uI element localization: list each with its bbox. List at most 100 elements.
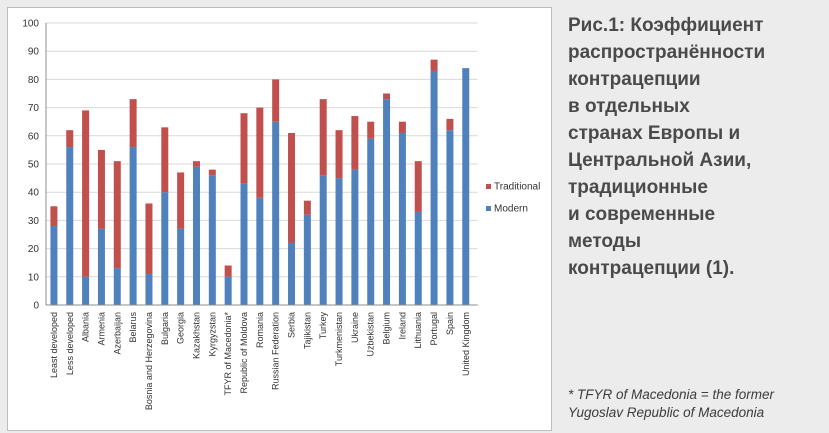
x-tick-label: Republic of Moldova <box>239 312 249 394</box>
bar-traditional <box>192 161 200 167</box>
x-tick-label: Less developed <box>65 312 75 375</box>
footnote-line: Yugoslav Republic of Macedonia <box>568 405 765 420</box>
x-tick-label: Ukraine <box>350 312 360 343</box>
bar-modern <box>50 226 58 305</box>
x-tick-label: Serbia <box>287 312 297 338</box>
bar-traditional <box>161 127 169 193</box>
bar-traditional <box>303 200 311 215</box>
x-tick-label: Lithuania <box>413 312 423 349</box>
bar-modern <box>82 276 90 305</box>
x-tick-label: Kazakhstan <box>191 312 201 359</box>
caption-line: контрацепции <box>568 69 701 90</box>
bar-traditional <box>224 265 232 277</box>
bar-traditional <box>367 121 375 139</box>
bar-traditional <box>256 107 264 198</box>
bar-traditional <box>97 149 105 229</box>
y-tick-label: 80 <box>28 75 40 86</box>
caption-line: контрацепции (1). <box>568 258 735 279</box>
bar-modern <box>367 138 375 305</box>
bar-modern <box>383 99 391 305</box>
bar-traditional <box>66 130 74 148</box>
x-tick-label: Portugal <box>429 312 439 346</box>
caption-line: традиционные <box>568 177 708 198</box>
y-tick-label: 100 <box>22 19 39 30</box>
x-tick-label: Kyrgyzstan <box>207 312 217 357</box>
bar-modern <box>272 121 280 305</box>
chart-axes <box>45 23 478 306</box>
x-tick-label: United Kingdom <box>461 312 471 376</box>
x-tick-label: Least developed <box>49 312 59 378</box>
x-axis-tick-labels: Least developed Less developed Albania Arme… <box>49 312 471 411</box>
x-tick-label: Russian Federation <box>271 312 281 390</box>
bar-modern <box>129 147 137 305</box>
bar-modern <box>177 228 185 305</box>
bar-traditional <box>177 172 185 229</box>
bar-traditional <box>383 93 391 100</box>
bar-traditional <box>129 99 137 148</box>
bar-traditional <box>82 110 90 277</box>
bar-modern <box>335 178 343 305</box>
figure-caption: Рис.1: Коэффициент распространённости конт… <box>568 12 826 282</box>
bar-traditional <box>319 99 327 176</box>
x-tick-label: Belarus <box>128 312 138 343</box>
bar-traditional <box>351 116 359 170</box>
bar-traditional <box>50 206 58 227</box>
x-tick-label: Romania <box>255 312 265 348</box>
x-tick-label: Azerbaijan <box>112 312 122 355</box>
x-tick-label: Uzbekistan <box>366 312 376 357</box>
caption-line: распространённости <box>568 42 766 63</box>
y-tick-label: 10 <box>28 272 40 283</box>
x-tick-label: Bulgaria <box>160 312 170 345</box>
legend-swatch <box>486 206 491 211</box>
bar-modern <box>446 130 454 305</box>
y-tick-label: 90 <box>28 47 40 58</box>
y-axis-tick-labels: 0 10 20 30 40 50 60 70 80 90 100 <box>22 19 39 312</box>
bar-traditional <box>446 118 454 131</box>
bar-modern <box>414 211 422 305</box>
bar-modern <box>398 132 406 305</box>
x-tick-label: Belgium <box>382 312 392 345</box>
y-tick-label: 70 <box>28 103 40 114</box>
bar-modern <box>192 166 200 305</box>
bar-traditional <box>288 132 296 243</box>
footnote: * TFYR of Macedonia = the former Yugoslav… <box>568 386 826 422</box>
chart-frame: 0 10 20 30 40 50 60 70 80 90 100 Least developed Le… <box>7 7 552 431</box>
x-tick-label: Ireland <box>397 312 407 340</box>
caption-line: и современные <box>568 204 716 225</box>
bar-traditional <box>272 79 280 122</box>
bar-modern <box>351 169 359 305</box>
bar-modern <box>256 197 264 305</box>
footnote-line: * TFYR of Macedonia = the former <box>568 387 774 402</box>
x-tick-label: Spain <box>445 312 455 335</box>
x-tick-label: TFYR of Macedonia* <box>223 312 233 396</box>
bar-traditional <box>398 121 406 133</box>
caption-line: Рис.1: Коэффициент <box>568 15 764 36</box>
y-tick-label: 50 <box>28 160 40 171</box>
bar-modern <box>240 183 248 305</box>
bar-modern <box>208 175 216 305</box>
y-tick-label: 0 <box>33 301 39 312</box>
legend-label: Modern <box>494 204 528 215</box>
chart-legend: Traditional Modern <box>486 182 540 215</box>
bar-modern <box>430 70 438 305</box>
x-tick-label: Georgia <box>176 312 186 344</box>
bar-modern <box>97 228 105 305</box>
caption-line: странах Европы и <box>568 123 741 144</box>
bar-traditional <box>335 130 343 179</box>
bar-modern <box>161 192 169 305</box>
bar-modern <box>113 268 121 305</box>
y-tick-label: 30 <box>28 216 40 227</box>
bar-modern <box>66 147 74 305</box>
bar-modern <box>462 68 470 305</box>
legend-label: Traditional <box>494 182 540 193</box>
y-tick-label: 60 <box>28 131 40 142</box>
caption-line: в отдельных <box>568 96 690 117</box>
x-tick-label: Tajikistan <box>302 312 312 349</box>
bar-traditional <box>430 59 438 71</box>
bar-traditional <box>240 113 248 184</box>
legend-swatch <box>486 184 491 189</box>
x-tick-label: Bosnia and Herzegovina <box>144 312 154 410</box>
caption-line: Центральной Азии, <box>568 150 752 171</box>
bar-modern <box>319 175 327 305</box>
